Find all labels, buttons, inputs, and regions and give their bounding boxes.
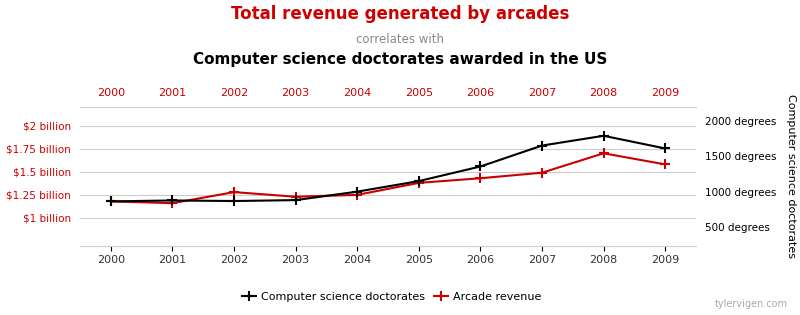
Computer science doctorates	[290, 198, 300, 202]
Arcade revenue	[660, 163, 670, 166]
Arcade revenue	[598, 152, 608, 155]
Y-axis label: Computer science doctorates: Computer science doctorates	[786, 94, 796, 258]
Text: Total revenue generated by arcades: Total revenue generated by arcades	[231, 5, 569, 23]
Text: correlates with: correlates with	[356, 33, 444, 46]
Arcade revenue	[537, 171, 546, 175]
Line: Arcade revenue: Arcade revenue	[106, 148, 670, 208]
Computer science doctorates	[106, 199, 115, 203]
Computer science doctorates	[352, 190, 362, 193]
Text: Computer science doctorates awarded in the US: Computer science doctorates awarded in t…	[193, 52, 607, 67]
Line: Computer science doctorates: Computer science doctorates	[106, 131, 670, 206]
Computer science doctorates	[598, 134, 608, 138]
Computer science doctorates	[229, 199, 238, 203]
Legend: Computer science doctorates, Arcade revenue: Computer science doctorates, Arcade reve…	[238, 287, 546, 306]
Computer science doctorates	[660, 146, 670, 150]
Text: tylervigen.com: tylervigen.com	[715, 299, 788, 309]
Computer science doctorates	[475, 165, 485, 169]
Arcade revenue	[106, 199, 115, 203]
Arcade revenue	[352, 193, 362, 197]
Arcade revenue	[414, 181, 423, 185]
Computer science doctorates	[537, 144, 546, 147]
Arcade revenue	[475, 176, 485, 180]
Arcade revenue	[290, 195, 300, 199]
Computer science doctorates	[167, 198, 177, 202]
Computer science doctorates	[414, 179, 423, 183]
Arcade revenue	[229, 190, 238, 194]
Arcade revenue	[167, 201, 177, 205]
